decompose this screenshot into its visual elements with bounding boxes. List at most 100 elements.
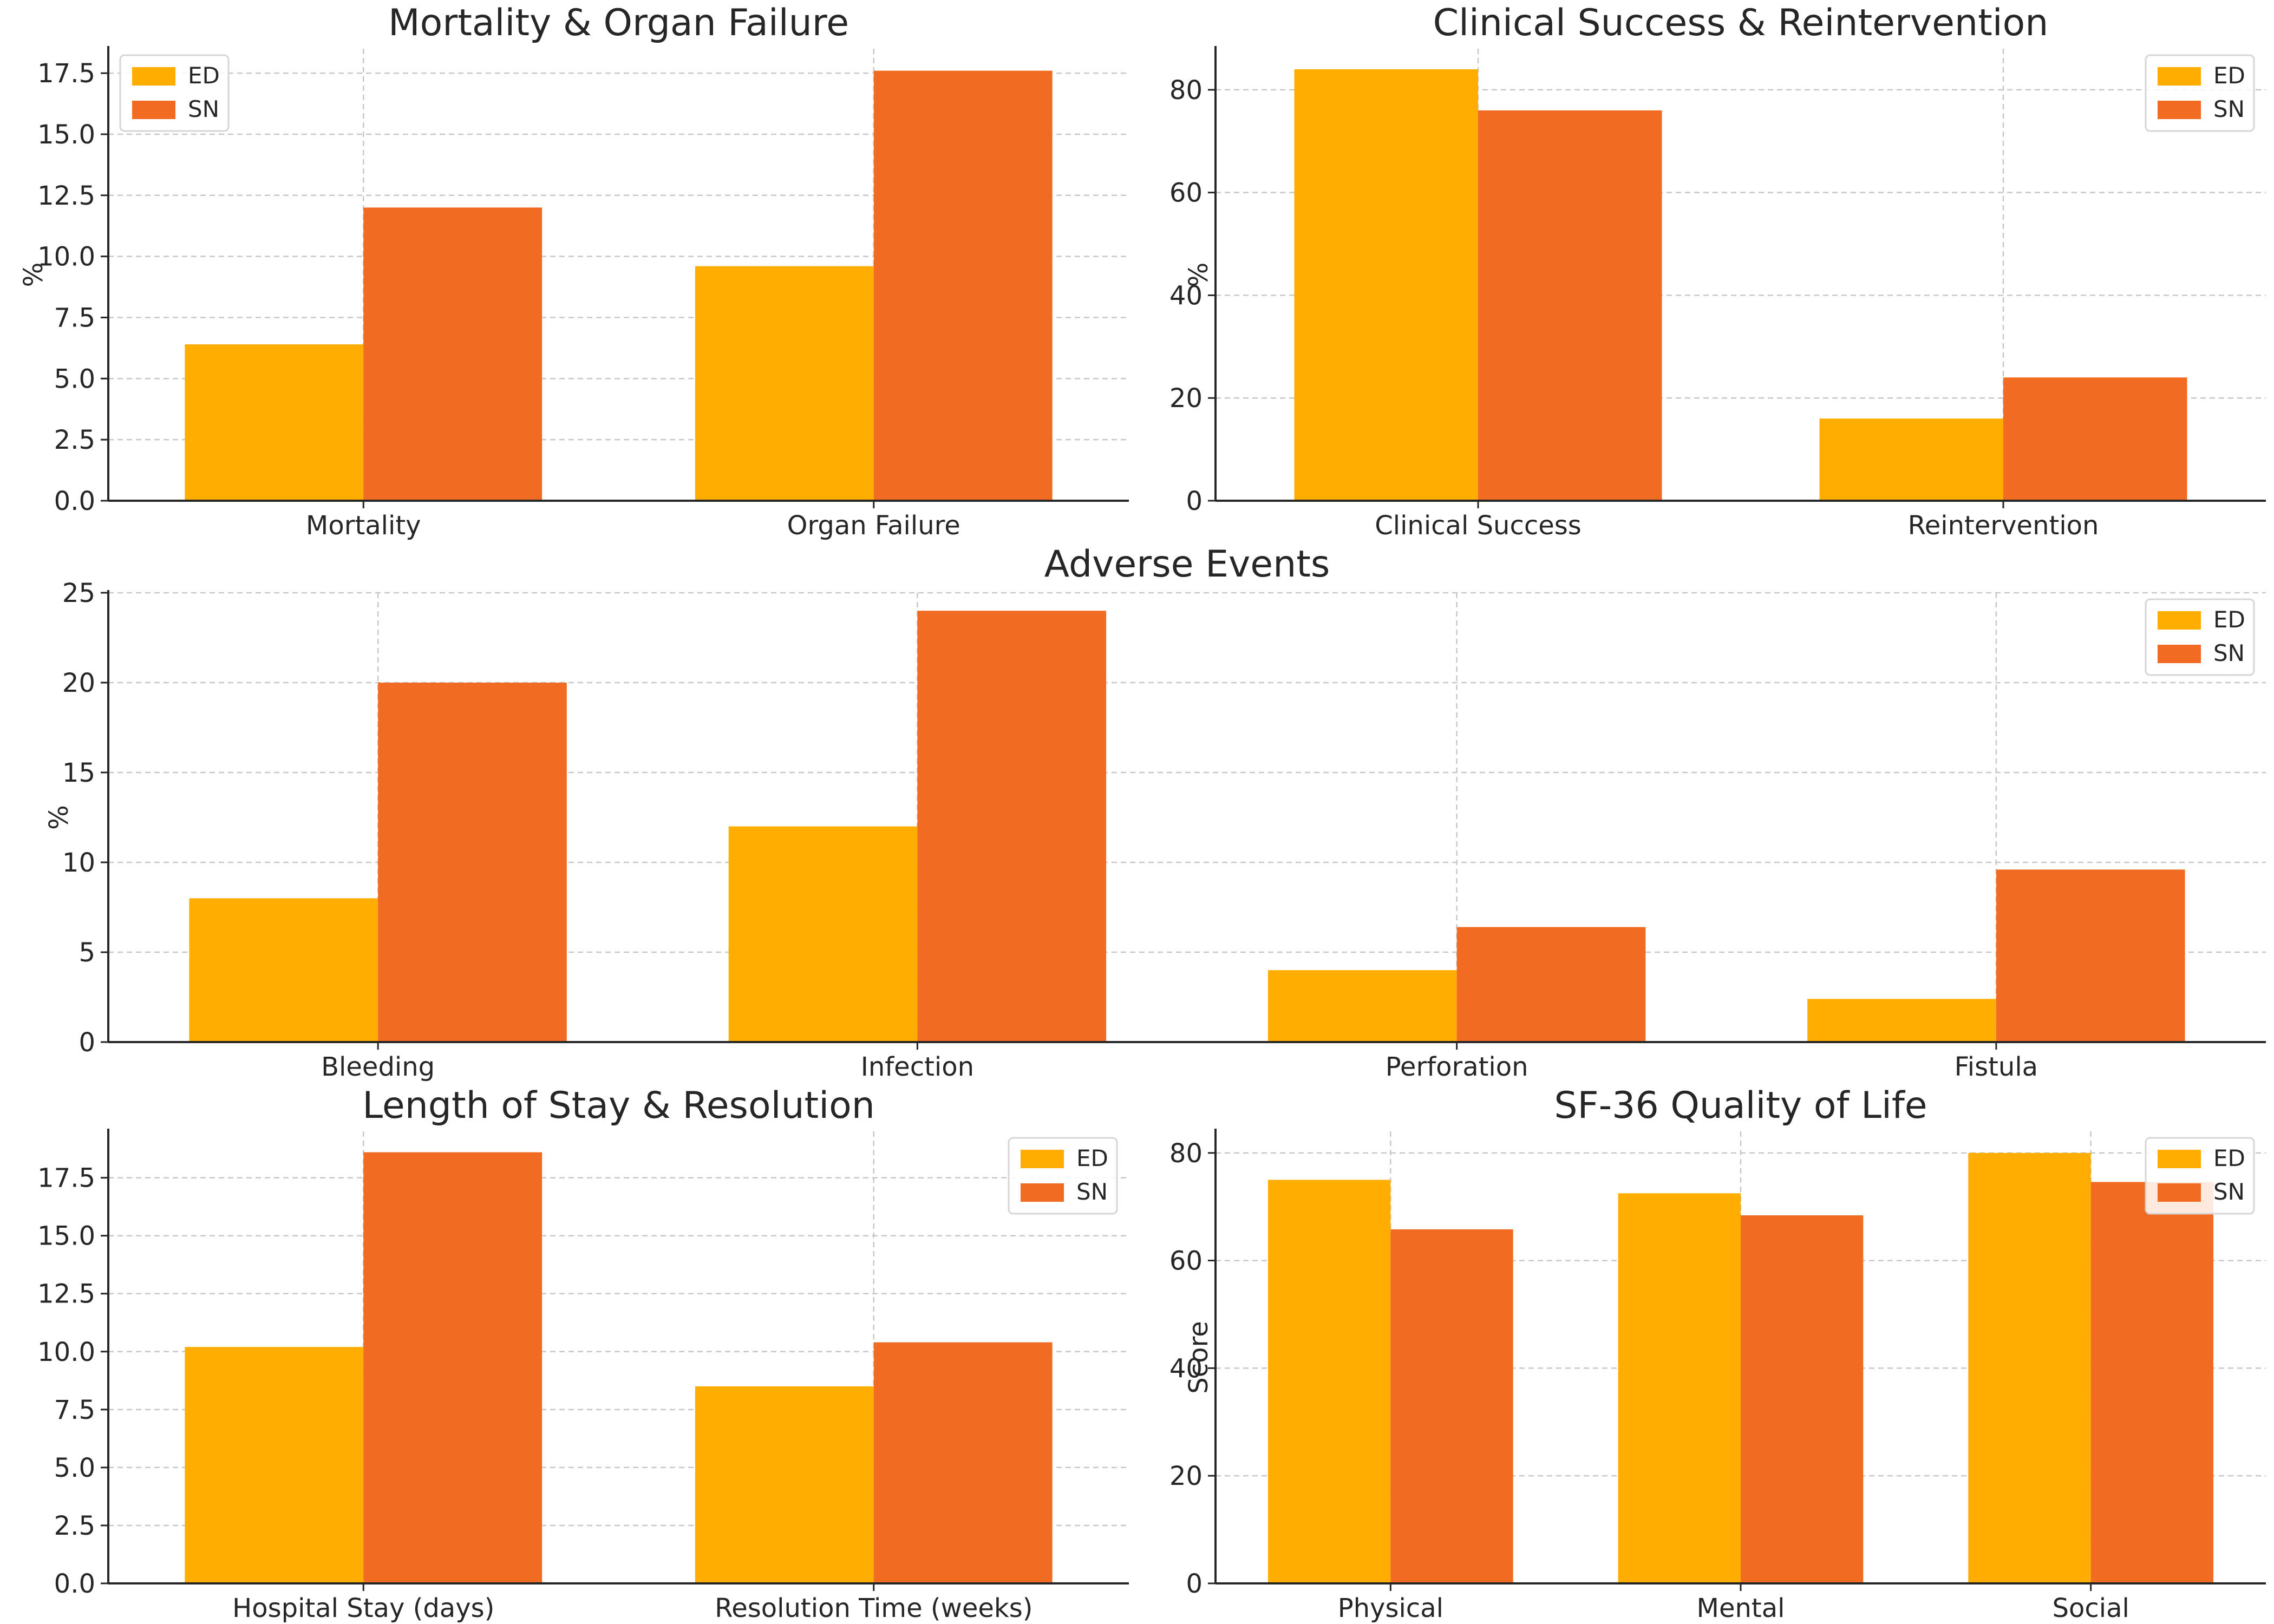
y-axis-label: % [44,805,74,830]
bar-ed-physical [1268,1180,1391,1583]
bar-sn-organ-failure [873,70,1053,501]
legend: ED SN [2145,598,2255,676]
y-tick-label: 40 [1169,1353,1203,1384]
chart-title: Adverse Events [1044,543,1330,586]
y-tick-label: 5.0 [54,1453,95,1483]
y-tick-label: 10.0 [37,1337,95,1367]
legend-label-sn: SN [2213,96,2245,122]
y-tick-label: 20 [1169,383,1203,414]
legend-swatch-sn [2158,645,2201,663]
bar-sn-bleeding [378,683,567,1042]
x-tick-label-reintervention: Reintervention [1908,510,2099,541]
legend-label-sn: SN [2213,1178,2245,1205]
y-tick-label: 5 [79,938,95,968]
legend-swatch-sn [2158,1183,2201,1202]
legend-swatch-sn [132,101,175,119]
bar-sn-clinical-success [1478,110,1662,501]
chart-sf36-quality-of-life: 0 20 40 60 80 Physical Mental Social SF-36 Quali… [1169,1084,2266,1623]
y-tick-label: 15.0 [37,1221,95,1252]
y-tick-label: 15.0 [37,120,95,150]
legend-label-ed: ED [2213,606,2245,633]
bar-ed-bleeding [189,898,378,1042]
y-tick-label: 0 [1186,1569,1203,1599]
bar-ed-clinical-success [1294,69,1478,501]
legend-label-sn: SN [188,96,219,122]
y-tick-label: 12.5 [37,1279,95,1309]
x-tick-label-perforation: Perforation [1386,1052,1528,1082]
bar-ed-reintervention [1819,418,2003,501]
bar-ed-hospital-stay-days [185,1347,364,1583]
y-tick-label: 25 [62,578,95,608]
legend-label-sn: SN [2213,640,2245,666]
legend-swatch-ed [2158,67,2201,86]
y-tick-label: 40 [1169,280,1203,311]
y-tick-label: 2.5 [54,1511,95,1541]
bar-sn-mental [1741,1215,1864,1583]
y-tick-label: 60 [1169,1246,1203,1276]
bar-ed-organ-failure [695,266,874,501]
chart-title: Clinical Success & Reintervention [1433,2,2049,44]
chart-mortality-organ-failure: 0.0 2.5 5.0 7.5 10.0 12.5 15.0 17.5 Mortality Org… [18,2,1129,541]
chart-length-of-stay-resolution: 0.0 2.5 5.0 7.5 10.0 12.5 15.0 17.5 Hospital Sta… [37,1084,1129,1623]
x-tick-label-bleeding: Bleeding [321,1052,435,1082]
y-tick-label: 80 [1169,1138,1203,1169]
x-tick-label-organ-failure: Organ Failure [787,510,960,541]
chart-clinical-success-reintervention: 0 20 40 60 80 Clinical Success Reintervention C… [1169,2,2266,541]
legend-swatch-sn [1021,1183,1064,1202]
legend-label-sn: SN [1076,1178,1108,1205]
y-axis-label: Score [1184,1321,1214,1393]
bar-sn-infection [917,611,1107,1042]
y-tick-label: 0 [79,1027,95,1058]
x-tick-label-fistula: Fistula [1955,1052,2038,1082]
chart-title: SF-36 Quality of Life [1554,1084,1927,1127]
y-tick-label: 7.5 [54,303,95,333]
legend-swatch-ed [2158,1150,2201,1168]
y-tick-label: 17.5 [37,58,95,89]
bar-sn-reintervention [2003,377,2187,501]
bar-sn-resolution-time-weeks [873,1342,1053,1583]
x-tick-label-mortality: Mortality [306,510,421,541]
legend: ED SN [1008,1137,1118,1215]
y-tick-label: 60 [1169,178,1203,208]
legend-swatch-ed [1021,1150,1064,1168]
chart-adverse-events: 0 5 10 15 20 25 Bleeding Infection Perforation Fi… [44,543,2266,1082]
legend-swatch-ed [132,67,175,86]
legend-label-ed: ED [2213,62,2245,89]
y-tick-label: 10 [62,848,95,878]
bar-ed-mental [1618,1193,1741,1583]
y-tick-label: 0 [1186,486,1203,516]
legend: ED SN [2145,54,2255,132]
bar-ed-perforation [1267,970,1457,1042]
bar-ed-fistula [1807,999,1996,1042]
legend: ED SN [119,54,230,132]
y-tick-label: 0.0 [54,486,95,516]
y-tick-label: 7.5 [54,1395,95,1425]
bar-sn-physical [1390,1229,1513,1583]
legend: ED SN [2145,1137,2255,1215]
y-tick-label: 17.5 [37,1163,95,1194]
bar-ed-infection [728,826,918,1042]
y-tick-label: 0.0 [54,1569,95,1599]
y-tick-label: 5.0 [54,364,95,394]
x-tick-label-social: Social [2053,1593,2129,1623]
bar-ed-mortality [185,344,364,501]
y-tick-label: 80 [1169,75,1203,106]
bar-sn-fistula [1996,869,2185,1042]
y-tick-label: 12.5 [37,181,95,211]
bar-ed-social [1968,1152,2091,1583]
y-tick-label: 10.0 [37,242,95,272]
x-tick-label-resolution-time-weeks: Resolution Time (weeks) [715,1593,1033,1623]
x-tick-label-clinical-success: Clinical Success [1375,510,1582,541]
bar-ed-resolution-time-weeks [695,1386,874,1583]
y-tick-label: 20 [1169,1461,1203,1491]
bar-sn-hospital-stay-days [363,1152,543,1583]
y-tick-label: 2.5 [54,425,95,455]
bar-sn-perforation [1456,927,1646,1042]
x-tick-label-mental: Mental [1697,1593,1785,1623]
x-tick-label-physical: Physical [1338,1593,1443,1623]
x-tick-label-hospital-stay-days: Hospital Stay (days) [232,1593,494,1623]
legend-swatch-sn [2158,101,2201,119]
chart-title: Length of Stay & Resolution [362,1084,875,1127]
y-tick-label: 20 [62,668,95,698]
